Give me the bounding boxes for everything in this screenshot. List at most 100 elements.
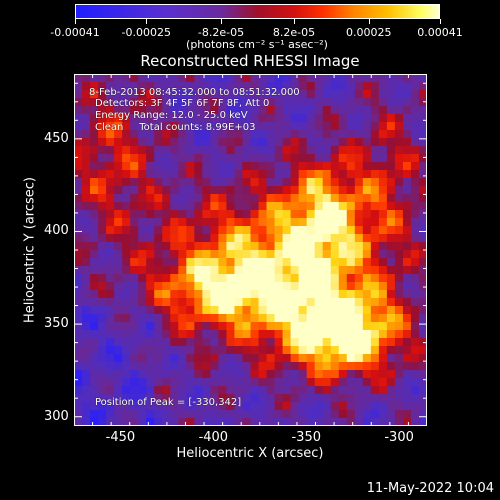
heatmap-cell — [282, 330, 292, 339]
heatmap-cell — [298, 402, 308, 411]
heatmap-cell — [338, 418, 348, 426]
heatmap-cell — [98, 258, 107, 267]
heatmap-cell — [146, 338, 155, 347]
heatmap-cell — [298, 154, 308, 163]
heatmap-cell — [346, 322, 356, 331]
heatmap-cell — [146, 330, 155, 339]
heatmap-cell — [170, 402, 179, 411]
heatmap-cell — [162, 258, 171, 267]
heatmap-cell — [234, 250, 244, 259]
heatmap-cell — [306, 362, 316, 371]
heatmap-cell — [298, 410, 308, 419]
heatmap-cell — [186, 282, 195, 291]
heatmap-cell — [322, 186, 332, 195]
heatmap-cell — [130, 194, 139, 203]
heatmap-cell — [362, 346, 372, 355]
heatmap-cell — [314, 194, 324, 203]
heatmap-cell — [162, 282, 171, 291]
heatmap-cell — [402, 386, 412, 395]
heatmap-cell — [402, 138, 412, 147]
heatmap-cell — [186, 362, 195, 371]
heatmap-cell — [354, 306, 364, 315]
heatmap-cell — [178, 354, 187, 363]
heatmap-cell — [90, 290, 99, 299]
heatmap-cell — [178, 330, 187, 339]
heatmap-cell — [338, 346, 348, 355]
heatmap-cell — [170, 306, 179, 315]
heatmap-cell — [74, 274, 83, 283]
heatmap-cell — [74, 210, 83, 219]
heatmap-cell — [226, 98, 236, 107]
heatmap-cell — [106, 106, 115, 115]
heatmap-cell — [298, 282, 308, 291]
annotation-method-counts: Clean Total counts: 8.99E+03 — [95, 122, 256, 133]
heatmap-cell — [250, 114, 260, 123]
heatmap-cell — [290, 370, 300, 379]
heatmap-cell — [82, 282, 91, 291]
heatmap-cell — [170, 258, 179, 267]
colorbar-tick — [146, 19, 148, 24]
heatmap-cell — [330, 162, 340, 171]
heatmap-cell — [282, 418, 292, 426]
heatmap-cell — [354, 250, 364, 259]
heatmap-cell — [242, 170, 252, 179]
heatmap-cell — [338, 394, 348, 403]
heatmap-cell — [170, 290, 179, 299]
heatmap-cell — [114, 330, 123, 339]
heatmap-cell — [290, 194, 300, 203]
heatmap-cell — [354, 218, 364, 227]
heatmap-cell — [82, 258, 91, 267]
heatmap-cell — [186, 298, 195, 307]
heatmap-cell — [138, 162, 147, 171]
heatmap-cell — [90, 82, 99, 91]
heatmap-cell — [82, 74, 91, 83]
heatmap-cell — [162, 186, 171, 195]
heatmap-cell — [138, 194, 147, 203]
heatmap-cell — [290, 90, 300, 99]
heatmap-cell — [194, 418, 203, 426]
heatmap-cell — [250, 106, 260, 115]
heatmap-cell — [138, 346, 147, 355]
heatmap-cell — [122, 266, 131, 275]
heatmap-cell — [298, 138, 308, 147]
heatmap-cell — [370, 306, 380, 315]
heatmap-cell — [322, 306, 332, 315]
heatmap-cell — [242, 186, 252, 195]
heatmap-cell — [226, 242, 236, 251]
heatmap-cell — [210, 290, 220, 299]
heatmap-cell — [274, 210, 284, 219]
heatmap-cell — [330, 298, 340, 307]
heatmap-cell — [202, 234, 211, 243]
heatmap-cell — [306, 194, 316, 203]
heatmap-cell — [306, 282, 316, 291]
heatmap-cell — [314, 162, 324, 171]
heatmap-cell — [138, 378, 147, 387]
heatmap-cell — [402, 210, 412, 219]
heatmap-cell — [178, 290, 187, 299]
heatmap-cell — [162, 242, 171, 251]
heatmap-cell — [394, 330, 404, 339]
heatmap-cell — [346, 386, 356, 395]
heatmap-cell — [74, 418, 83, 426]
heatmap-cell — [418, 418, 427, 426]
heatmap-cell — [234, 114, 244, 123]
heatmap-cell — [138, 98, 147, 107]
heatmap-cell — [338, 234, 348, 243]
heatmap-cell — [242, 362, 252, 371]
heatmap-cell — [410, 258, 420, 267]
heatmap-cell — [362, 218, 372, 227]
heatmap-cell — [306, 394, 316, 403]
heatmap-cell — [282, 274, 292, 283]
heatmap-cell — [146, 138, 155, 147]
heatmap-cell — [226, 138, 236, 147]
heatmap-cell — [82, 402, 91, 411]
heatmap-cell — [306, 338, 316, 347]
heatmap-cell — [410, 290, 420, 299]
heatmap-cell — [82, 394, 91, 403]
heatmap-cell — [178, 258, 187, 267]
heatmap-cell — [114, 362, 123, 371]
heatmap-cell — [306, 146, 316, 155]
heatmap-cell — [306, 242, 316, 251]
heatmap-cell — [330, 258, 340, 267]
heatmap-cell — [338, 266, 348, 275]
